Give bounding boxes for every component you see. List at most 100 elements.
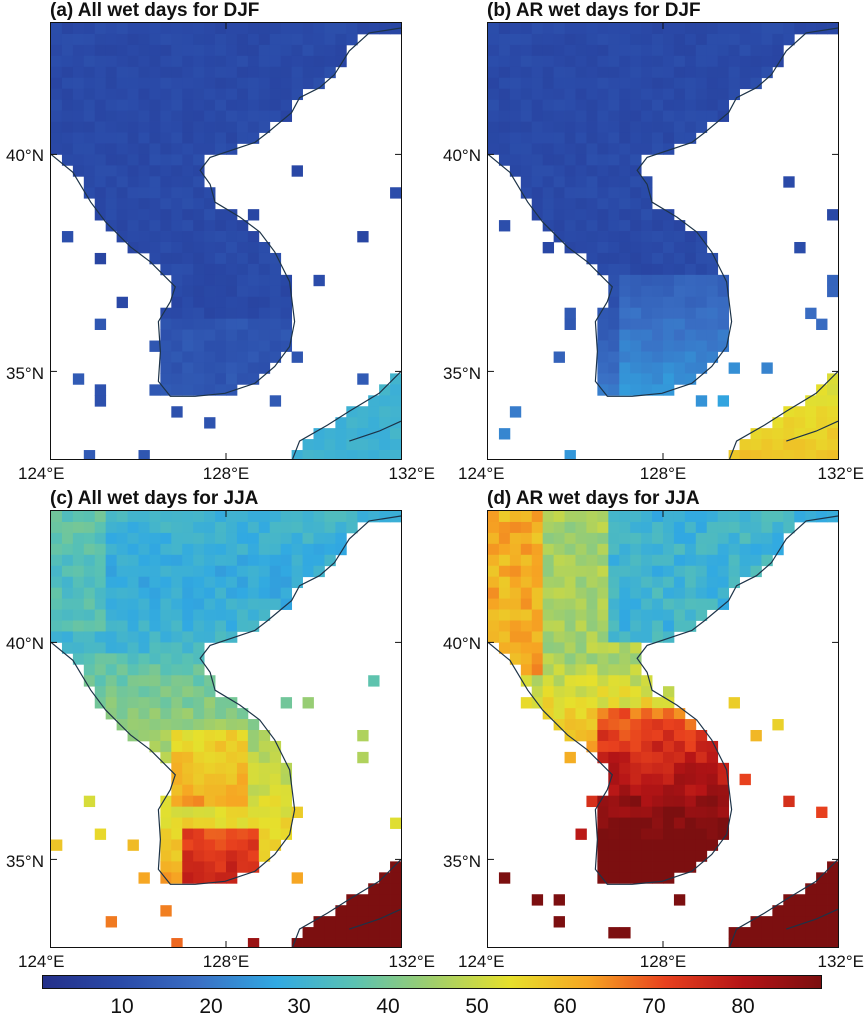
grid-cell (663, 132, 675, 144)
grid-cell (641, 209, 653, 221)
grid-cell (597, 165, 609, 177)
grid-cell (171, 664, 183, 676)
grid-cell (324, 532, 336, 545)
grid-cell (116, 543, 128, 556)
grid-cell (520, 675, 533, 687)
grid-cell (215, 521, 227, 534)
grid-cell (564, 653, 576, 665)
grid-cell (226, 872, 238, 884)
grid-cell (346, 938, 358, 947)
grid-cell (149, 554, 161, 567)
grid-cell (553, 209, 565, 221)
grid-cell (61, 99, 74, 111)
grid-cell (783, 511, 795, 523)
grid-cell (160, 318, 172, 330)
grid-cell (160, 77, 172, 90)
grid-cell (138, 587, 150, 599)
grid-cell (542, 121, 555, 133)
grid-cell (684, 121, 697, 133)
grid-cell (138, 88, 150, 101)
grid-cell (215, 839, 227, 851)
grid-cell (160, 154, 172, 166)
colorbar-tick-label: 50 (465, 995, 489, 1018)
grid-cell (542, 209, 555, 221)
grid-cell (608, 697, 620, 709)
grid-cell (673, 729, 686, 742)
grid-cell (51, 143, 63, 155)
grid-cell (247, 373, 260, 385)
grid-cell (728, 521, 740, 534)
grid-cell (684, 740, 697, 753)
grid-cell (193, 362, 205, 374)
grid-cell (597, 99, 609, 111)
grid-cell (215, 784, 227, 797)
grid-cell (149, 110, 161, 122)
grid-cell (630, 521, 642, 534)
grid-cell (171, 751, 183, 764)
grid-cell (619, 642, 631, 654)
grid-cell (553, 576, 565, 589)
grid-cell (619, 33, 631, 46)
grid-cell (204, 329, 216, 341)
grid-cell (226, 631, 238, 643)
grid-cell (61, 642, 74, 654)
grid-cell (357, 23, 369, 35)
grid-cell (553, 916, 565, 928)
grid-cell (597, 88, 609, 101)
grid-cell (215, 340, 227, 352)
grid-cell (258, 784, 271, 797)
grid-cell (204, 806, 216, 818)
grid-cell (83, 154, 96, 166)
grid-cell (236, 23, 249, 35)
grid-cell (193, 176, 205, 188)
grid-cell (127, 543, 139, 556)
grid-cell (269, 285, 282, 298)
grid-cell (193, 220, 205, 232)
grid-cell (619, 154, 631, 166)
grid-cell (258, 285, 271, 298)
grid-cell (226, 241, 238, 254)
grid-cell (269, 329, 282, 341)
grid-cell (379, 417, 391, 429)
grid-cell (520, 609, 533, 621)
grid-cell (258, 44, 271, 57)
grid-cell (94, 165, 107, 177)
grid-cell (182, 373, 194, 385)
grid-cell (673, 362, 686, 374)
grid-cell (575, 631, 587, 643)
grid-cell (619, 697, 631, 709)
grid-cell (619, 631, 631, 643)
grid-cell (608, 373, 620, 385)
grid-cell (204, 318, 216, 330)
grid-cell (193, 44, 205, 57)
grid-cell (193, 565, 205, 578)
grid-cell (684, 850, 697, 862)
grid-cell (619, 686, 631, 698)
grid-cell (575, 719, 587, 731)
grid-cell (171, 307, 183, 320)
grid-cell (72, 121, 85, 133)
grid-cell (127, 532, 139, 545)
grid-cell (83, 631, 96, 643)
grid-cell (663, 521, 675, 534)
grid-cell (652, 554, 664, 567)
grid-cell (160, 565, 172, 578)
grid-cell (160, 729, 172, 742)
grid-cell (116, 154, 128, 166)
grid-cell (204, 209, 216, 221)
grid-cell (608, 872, 620, 884)
grid-cell (280, 44, 293, 57)
grid-cell (641, 631, 653, 643)
grid-cell (663, 77, 675, 90)
grid-cell (171, 44, 183, 57)
grid-cell (586, 241, 598, 254)
grid-cell (313, 554, 325, 567)
grid-cell (531, 187, 544, 199)
grid-cell (182, 220, 194, 232)
grid-cell (226, 252, 238, 265)
grid-cell (619, 263, 631, 276)
grid-cell (94, 252, 107, 265)
grid-cell (684, 532, 697, 545)
grid-cell (72, 55, 85, 68)
grid-cell (673, 817, 686, 829)
